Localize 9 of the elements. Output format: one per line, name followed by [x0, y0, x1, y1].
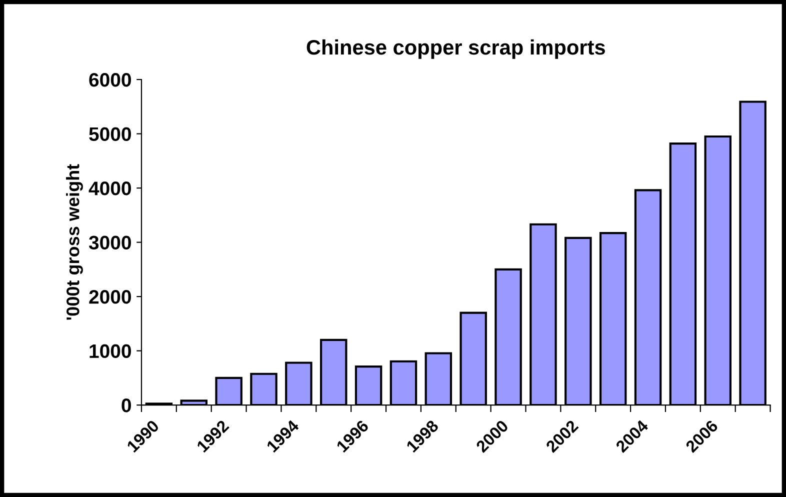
y-axis-title: '000t gross weight: [66, 164, 83, 320]
y-tick-label: 2000: [89, 290, 131, 304]
y-tick-label: 1000: [90, 344, 131, 358]
y-tick-label: 3000: [88, 236, 131, 250]
y-tick-label: 6000: [89, 72, 131, 87]
y-tick-label: 4000: [88, 182, 131, 196]
y-tick-label: 5000: [89, 127, 131, 142]
y-tick-label: 0: [122, 398, 131, 412]
chart-title: Chinese copper scrap imports: [306, 39, 605, 59]
